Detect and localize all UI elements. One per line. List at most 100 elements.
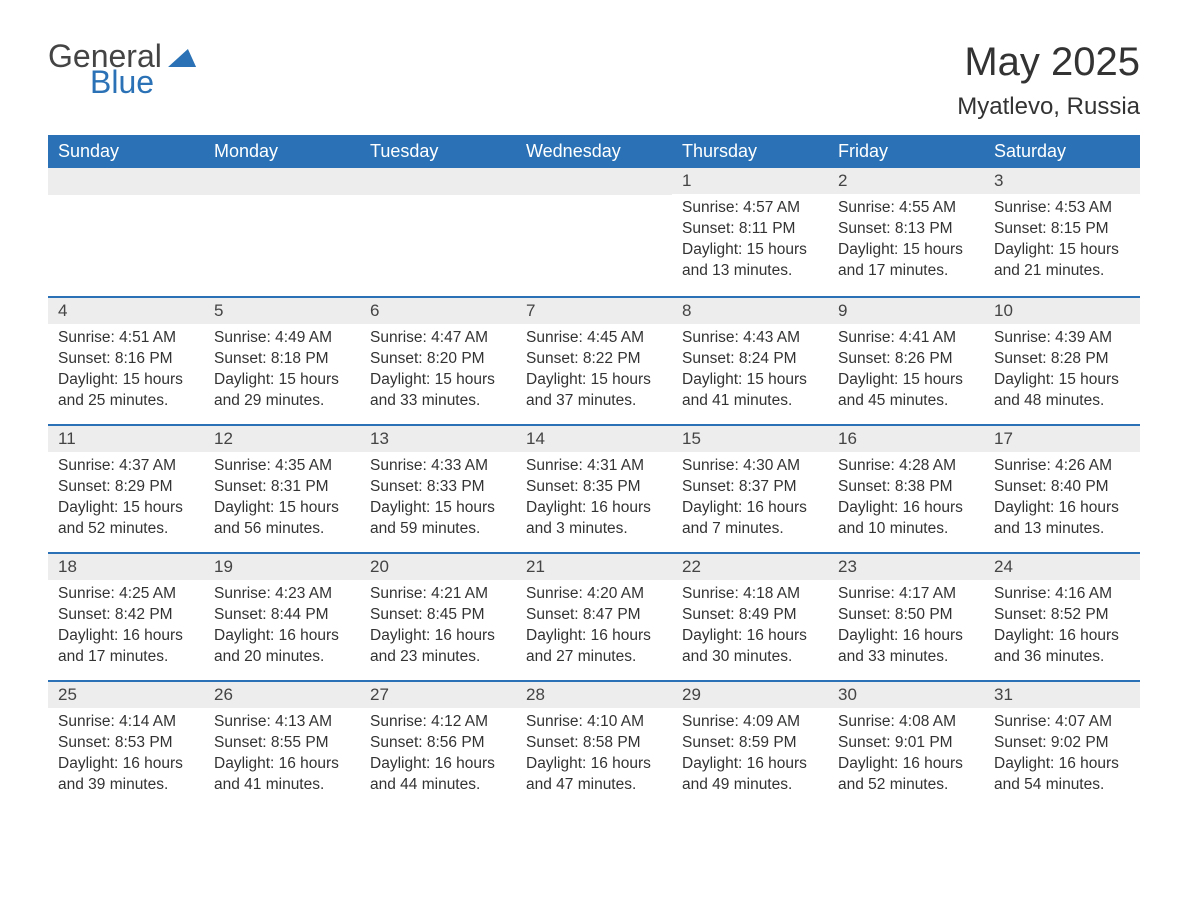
day-sunrise: Sunrise: 4:47 AM: [370, 328, 506, 349]
day-sunrise: Sunrise: 4:49 AM: [214, 328, 350, 349]
day-dl1: Daylight: 15 hours: [214, 498, 350, 519]
day-dl2: and 39 minutes.: [58, 775, 194, 796]
day-dl1: Daylight: 16 hours: [526, 626, 662, 647]
day-dl1: Daylight: 15 hours: [526, 370, 662, 391]
weeks-container: 1Sunrise: 4:57 AMSunset: 8:11 PMDaylight…: [48, 168, 1140, 808]
day-sunrise: Sunrise: 4:09 AM: [682, 712, 818, 733]
weekday-friday: Friday: [828, 135, 984, 168]
title-block: May 2025 Myatlevo, Russia: [957, 40, 1140, 121]
day-sunset: Sunset: 8:40 PM: [994, 477, 1130, 498]
day-sunset: Sunset: 8:35 PM: [526, 477, 662, 498]
day-number: 28: [516, 682, 672, 708]
logo-triangle-icon: [168, 49, 202, 67]
day-sunset: Sunset: 9:01 PM: [838, 733, 974, 754]
day-dl2: and 59 minutes.: [370, 519, 506, 540]
day-dl1: Daylight: 15 hours: [682, 370, 818, 391]
day-cell: 20Sunrise: 4:21 AMSunset: 8:45 PMDayligh…: [360, 554, 516, 680]
weekday-sunday: Sunday: [48, 135, 204, 168]
day-dl1: Daylight: 16 hours: [838, 754, 974, 775]
day-number: 13: [360, 426, 516, 452]
day-sunset: Sunset: 8:38 PM: [838, 477, 974, 498]
day-cell: 2Sunrise: 4:55 AMSunset: 8:13 PMDaylight…: [828, 168, 984, 296]
day-dl1: Daylight: 16 hours: [370, 626, 506, 647]
day-cell: 24Sunrise: 4:16 AMSunset: 8:52 PMDayligh…: [984, 554, 1140, 680]
day-sunrise: Sunrise: 4:28 AM: [838, 456, 974, 477]
day-number: 14: [516, 426, 672, 452]
day-cell: 25Sunrise: 4:14 AMSunset: 8:53 PMDayligh…: [48, 682, 204, 808]
day-sunset: Sunset: 8:49 PM: [682, 605, 818, 626]
day-body: Sunrise: 4:37 AMSunset: 8:29 PMDaylight:…: [48, 452, 204, 540]
day-dl2: and 25 minutes.: [58, 391, 194, 412]
day-number: 8: [672, 298, 828, 324]
day-body: Sunrise: 4:16 AMSunset: 8:52 PMDaylight:…: [984, 580, 1140, 668]
day-body: Sunrise: 4:41 AMSunset: 8:26 PMDaylight:…: [828, 324, 984, 412]
weekday-header-row: Sunday Monday Tuesday Wednesday Thursday…: [48, 135, 1140, 168]
empty-day-header: [48, 168, 204, 195]
day-number: 16: [828, 426, 984, 452]
day-dl1: Daylight: 15 hours: [214, 370, 350, 391]
day-sunrise: Sunrise: 4:20 AM: [526, 584, 662, 605]
day-sunrise: Sunrise: 4:21 AM: [370, 584, 506, 605]
day-number: 26: [204, 682, 360, 708]
day-sunrise: Sunrise: 4:16 AM: [994, 584, 1130, 605]
day-sunrise: Sunrise: 4:18 AM: [682, 584, 818, 605]
day-body: Sunrise: 4:43 AMSunset: 8:24 PMDaylight:…: [672, 324, 828, 412]
day-sunrise: Sunrise: 4:30 AM: [682, 456, 818, 477]
day-dl2: and 45 minutes.: [838, 391, 974, 412]
day-dl2: and 47 minutes.: [526, 775, 662, 796]
weekday-tuesday: Tuesday: [360, 135, 516, 168]
day-body: Sunrise: 4:33 AMSunset: 8:33 PMDaylight:…: [360, 452, 516, 540]
day-dl2: and 21 minutes.: [994, 261, 1130, 282]
day-dl2: and 49 minutes.: [682, 775, 818, 796]
logo-line2: Blue: [90, 66, 199, 98]
day-body: Sunrise: 4:51 AMSunset: 8:16 PMDaylight:…: [48, 324, 204, 412]
day-sunset: Sunset: 8:50 PM: [838, 605, 974, 626]
day-body: Sunrise: 4:13 AMSunset: 8:55 PMDaylight:…: [204, 708, 360, 796]
day-sunrise: Sunrise: 4:41 AM: [838, 328, 974, 349]
day-dl1: Daylight: 16 hours: [838, 498, 974, 519]
day-body: Sunrise: 4:20 AMSunset: 8:47 PMDaylight:…: [516, 580, 672, 668]
day-sunset: Sunset: 8:22 PM: [526, 349, 662, 370]
day-sunrise: Sunrise: 4:35 AM: [214, 456, 350, 477]
day-dl2: and 33 minutes.: [370, 391, 506, 412]
day-body: Sunrise: 4:39 AMSunset: 8:28 PMDaylight:…: [984, 324, 1140, 412]
day-dl2: and 17 minutes.: [838, 261, 974, 282]
day-cell: 4Sunrise: 4:51 AMSunset: 8:16 PMDaylight…: [48, 298, 204, 424]
day-dl1: Daylight: 16 hours: [838, 626, 974, 647]
day-cell: 17Sunrise: 4:26 AMSunset: 8:40 PMDayligh…: [984, 426, 1140, 552]
day-sunset: Sunset: 8:42 PM: [58, 605, 194, 626]
day-dl2: and 17 minutes.: [58, 647, 194, 668]
day-body: Sunrise: 4:57 AMSunset: 8:11 PMDaylight:…: [672, 194, 828, 282]
day-sunrise: Sunrise: 4:51 AM: [58, 328, 194, 349]
day-number: 31: [984, 682, 1140, 708]
week-row: 1Sunrise: 4:57 AMSunset: 8:11 PMDaylight…: [48, 168, 1140, 296]
day-dl1: Daylight: 16 hours: [682, 498, 818, 519]
day-number: 20: [360, 554, 516, 580]
day-sunset: Sunset: 8:37 PM: [682, 477, 818, 498]
day-number: 21: [516, 554, 672, 580]
day-sunrise: Sunrise: 4:39 AM: [994, 328, 1130, 349]
day-cell: 23Sunrise: 4:17 AMSunset: 8:50 PMDayligh…: [828, 554, 984, 680]
day-dl2: and 13 minutes.: [994, 519, 1130, 540]
day-sunset: Sunset: 8:29 PM: [58, 477, 194, 498]
day-dl1: Daylight: 15 hours: [682, 240, 818, 261]
day-sunset: Sunset: 8:26 PM: [838, 349, 974, 370]
day-dl2: and 20 minutes.: [214, 647, 350, 668]
day-number: 23: [828, 554, 984, 580]
day-dl1: Daylight: 15 hours: [838, 370, 974, 391]
day-dl2: and 37 minutes.: [526, 391, 662, 412]
day-dl2: and 41 minutes.: [682, 391, 818, 412]
day-sunset: Sunset: 8:53 PM: [58, 733, 194, 754]
day-body: Sunrise: 4:49 AMSunset: 8:18 PMDaylight:…: [204, 324, 360, 412]
day-cell: 29Sunrise: 4:09 AMSunset: 8:59 PMDayligh…: [672, 682, 828, 808]
day-dl2: and 54 minutes.: [994, 775, 1130, 796]
day-dl2: and 44 minutes.: [370, 775, 506, 796]
day-cell: 11Sunrise: 4:37 AMSunset: 8:29 PMDayligh…: [48, 426, 204, 552]
day-body: Sunrise: 4:25 AMSunset: 8:42 PMDaylight:…: [48, 580, 204, 668]
day-dl1: Daylight: 16 hours: [994, 498, 1130, 519]
week-row: 25Sunrise: 4:14 AMSunset: 8:53 PMDayligh…: [48, 680, 1140, 808]
day-dl2: and 52 minutes.: [838, 775, 974, 796]
day-body: Sunrise: 4:18 AMSunset: 8:49 PMDaylight:…: [672, 580, 828, 668]
day-cell: 14Sunrise: 4:31 AMSunset: 8:35 PMDayligh…: [516, 426, 672, 552]
calendar: Sunday Monday Tuesday Wednesday Thursday…: [48, 135, 1140, 808]
